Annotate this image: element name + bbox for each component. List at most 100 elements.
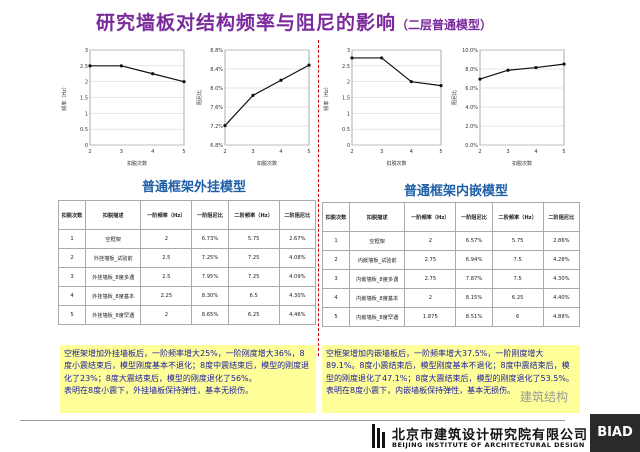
- right-note-paragraph-1: 空框架增加内嵌墙板后，一阶频率增大37.5%，一阶刚度增大89.1%。8度小震结…: [326, 349, 574, 383]
- y-tick-label: 2: [347, 80, 350, 86]
- y-tick-label: 6.8%: [210, 143, 223, 149]
- plot-area: [479, 49, 565, 146]
- right-table-cell: 7.5: [491, 250, 544, 270]
- left-table-cell: 1: [58, 229, 86, 249]
- left-table-cell: 2: [140, 305, 193, 325]
- right-table-header-cell: 一阶阻尼比: [455, 202, 493, 232]
- right-section-title: 普通框架内嵌模型: [404, 184, 509, 199]
- right-table-cell: 6.25: [491, 288, 544, 308]
- right-table-cell: 2: [404, 288, 457, 308]
- x-tick-label: 2: [223, 149, 226, 155]
- data-point: [307, 63, 311, 67]
- right-table-header-cell: 二阶阻尼比: [542, 202, 581, 232]
- chart-right-damping: 0.0% 2.0% 4.0% 6.0% 8.0% 10.0% 2 3 4 5 扣脱次数 阻尼比: [450, 46, 570, 171]
- right-table-header-row: 扣脱次数 扣脱描述 一阶频率（Hz） 一阶阻尼比 二阶频率（Hz） 二阶阻尼比: [322, 202, 581, 232]
- x-tick-label: 5: [307, 149, 310, 155]
- right-table-cell: 4.30%: [542, 269, 581, 289]
- biad-brand-logo: BIAD: [590, 414, 640, 452]
- x-tick-label: 3: [251, 149, 254, 155]
- data-point: [279, 78, 283, 82]
- x-tick-label: 2: [478, 149, 481, 155]
- data-point: [478, 77, 482, 81]
- left-table-cell: 4.30%: [278, 286, 317, 306]
- left-table-cell: 7.95%: [191, 267, 229, 287]
- left-table-cell: 6.73%: [191, 229, 229, 249]
- left-table-cell: 8.65%: [191, 305, 229, 325]
- y-axis-label: 阻尼比: [196, 90, 203, 105]
- x-tick-label: 2: [350, 149, 353, 155]
- y-axis-label: 频率（Hz）: [61, 84, 68, 110]
- right-table-cell: 2.86%: [542, 231, 581, 251]
- left-table-row: 1 空框架 2 6.73% 5.75 2.67%: [58, 229, 317, 249]
- right-table-cell: 5: [322, 307, 350, 327]
- left-table-cell: 外挂墙板_试验前: [84, 248, 142, 268]
- y-tick-label: 1: [347, 111, 350, 117]
- y-tick-label: 0: [85, 143, 88, 149]
- left-table-cell: 2.67%: [278, 229, 317, 249]
- left-table-row: 5 外挂墙板_8度罕遇 2 8.65% 6.25 4.46%: [58, 305, 317, 325]
- y-axis-label: 阻尼比: [451, 90, 458, 105]
- y-tick-label: 0: [347, 143, 350, 149]
- left-table-cell: 2: [140, 229, 193, 249]
- right-table-cell: 4: [322, 288, 350, 308]
- left-data-table: 扣脱次数 扣脱描述 一阶频率（Hz） 一阶阻尼比 二阶频率（Hz） 二阶阻尼比 1 空框架 2 6…: [58, 200, 317, 325]
- data-point: [534, 65, 538, 70]
- y-tick-label: 1.5: [80, 96, 88, 102]
- series-line: [224, 64, 310, 126]
- center-divider: [318, 40, 319, 356]
- right-table-cell: 2.75: [404, 250, 457, 270]
- right-table-cell: 8.15%: [455, 288, 493, 308]
- chart-left-frequency: 0 0.5 1 1.5 2 2.5 3 2 3 4 5 扣脱次数 频率（Hz）: [60, 46, 190, 171]
- left-table-cell: 6.25: [227, 305, 280, 325]
- right-table-cell: 7.5: [491, 269, 544, 289]
- left-table-cell: 外挂墙板_8度罕遇: [84, 305, 142, 325]
- left-table-cell: 3: [58, 267, 86, 287]
- right-table-cell: 8.51%: [455, 307, 493, 327]
- left-note-paragraph-1: 空框架增加外挂墙板后，一阶频率增大25%，一阶刚度增大36%，8度小震结束后，模…: [64, 349, 310, 383]
- right-table-cell: 内嵌墙板_8度基本: [348, 288, 406, 308]
- left-table-cell: 4: [58, 286, 86, 306]
- data-point: [88, 64, 92, 68]
- data-point: [251, 93, 255, 97]
- x-tick-label: 4: [151, 149, 154, 155]
- left-table-header-cell: 扣脱次数: [58, 200, 86, 230]
- y-tick-label: 2.5: [342, 64, 350, 70]
- right-table-cell: 空框架: [348, 231, 406, 251]
- left-section-title: 普通框架外挂模型: [142, 180, 247, 195]
- x-axis-label: 扣脱次数: [127, 160, 147, 167]
- left-table-cell: 7.25%: [191, 248, 229, 268]
- left-table-cell: 7.25: [227, 248, 280, 268]
- left-table-header-cell: 一阶频率（Hz）: [140, 200, 193, 230]
- left-table-cell: 8.30%: [191, 286, 229, 306]
- chart-left-damping: 6.8% 7.2% 7.6% 8.0% 8.4% 8.8% 2 3 4 5 扣脱次数 阻尼比: [195, 46, 315, 171]
- x-tick-label: 4: [410, 149, 413, 155]
- y-tick-label: 3: [85, 48, 88, 54]
- left-table-cell: 5: [58, 305, 86, 325]
- title-subtitle: （二层普通模型）: [396, 18, 493, 32]
- left-table-row: 3 外挂墙板_8度多遇 2.5 7.95% 7.25 4.09%: [58, 267, 317, 287]
- data-point: [506, 68, 510, 72]
- right-table-row: 2 内嵌墙板_试验前 2.75 6.94% 7.5 4.28%: [322, 250, 581, 270]
- right-table-cell: 3: [322, 269, 350, 289]
- right-table-cell: 4.40%: [542, 288, 581, 308]
- left-table-header-cell: 一阶阻尼比: [191, 200, 229, 230]
- data-point: [380, 56, 384, 60]
- x-tick-label: 5: [182, 149, 185, 155]
- right-table-cell: 1.875: [404, 307, 457, 327]
- plot-area: [224, 49, 310, 146]
- data-point: [182, 80, 186, 84]
- series-line: [352, 57, 442, 87]
- right-table-cell: 内嵌墙板_8度罕遇: [348, 307, 406, 327]
- y-tick-label: 8.4%: [210, 67, 223, 73]
- right-table-row: 1 空框架 2 6.57% 5.75 2.86%: [322, 231, 581, 251]
- left-table-cell: 4.08%: [278, 248, 317, 268]
- left-table-cell: 4.46%: [278, 305, 317, 325]
- biad-logo-mark-icon: [372, 424, 385, 448]
- left-table-cell: 2.25: [140, 286, 193, 306]
- right-table-cell: 4.88%: [542, 307, 581, 327]
- y-axis-label: 频率（Hz）: [323, 84, 330, 110]
- y-tick-label: 2.5: [80, 64, 88, 70]
- left-table-header-cell: 二阶频率（Hz）: [227, 200, 280, 230]
- left-table-cell: 7.25: [227, 267, 280, 287]
